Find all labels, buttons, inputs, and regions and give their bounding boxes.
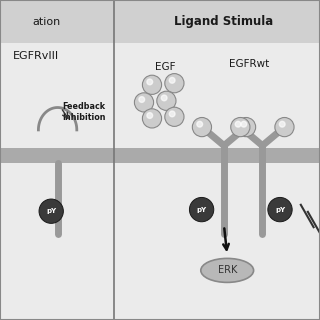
Circle shape — [197, 121, 203, 127]
Text: ERK: ERK — [218, 265, 237, 276]
Bar — [0, 148, 320, 163]
Text: pY: pY — [275, 207, 285, 212]
Text: pY: pY — [46, 208, 56, 214]
Circle shape — [165, 74, 184, 93]
Text: Ligand Stimula: Ligand Stimula — [174, 15, 274, 28]
Circle shape — [236, 117, 256, 137]
Text: EGFRvIII: EGFRvIII — [13, 51, 59, 61]
Circle shape — [231, 117, 250, 137]
Bar — [0, 0, 320, 43]
Circle shape — [139, 97, 145, 102]
Circle shape — [268, 197, 292, 222]
Circle shape — [142, 75, 162, 94]
Circle shape — [235, 121, 241, 127]
Circle shape — [192, 117, 212, 137]
Circle shape — [39, 199, 63, 223]
Circle shape — [134, 93, 154, 112]
Circle shape — [147, 113, 153, 118]
Text: EGFRwt: EGFRwt — [229, 59, 270, 69]
Circle shape — [189, 197, 214, 222]
Circle shape — [142, 109, 162, 128]
Bar — [0, 43, 320, 320]
Circle shape — [241, 121, 247, 127]
Circle shape — [147, 79, 153, 85]
Circle shape — [275, 117, 294, 137]
Circle shape — [279, 121, 285, 127]
Text: pY: pY — [196, 207, 207, 212]
Circle shape — [161, 95, 167, 101]
Circle shape — [157, 91, 176, 110]
Circle shape — [169, 111, 175, 117]
Ellipse shape — [201, 259, 254, 283]
Text: EGF: EGF — [155, 62, 175, 72]
Text: Feedback
Inhibition: Feedback Inhibition — [62, 102, 106, 122]
Circle shape — [169, 77, 175, 83]
Text: ation: ation — [32, 17, 60, 27]
Circle shape — [165, 107, 184, 126]
